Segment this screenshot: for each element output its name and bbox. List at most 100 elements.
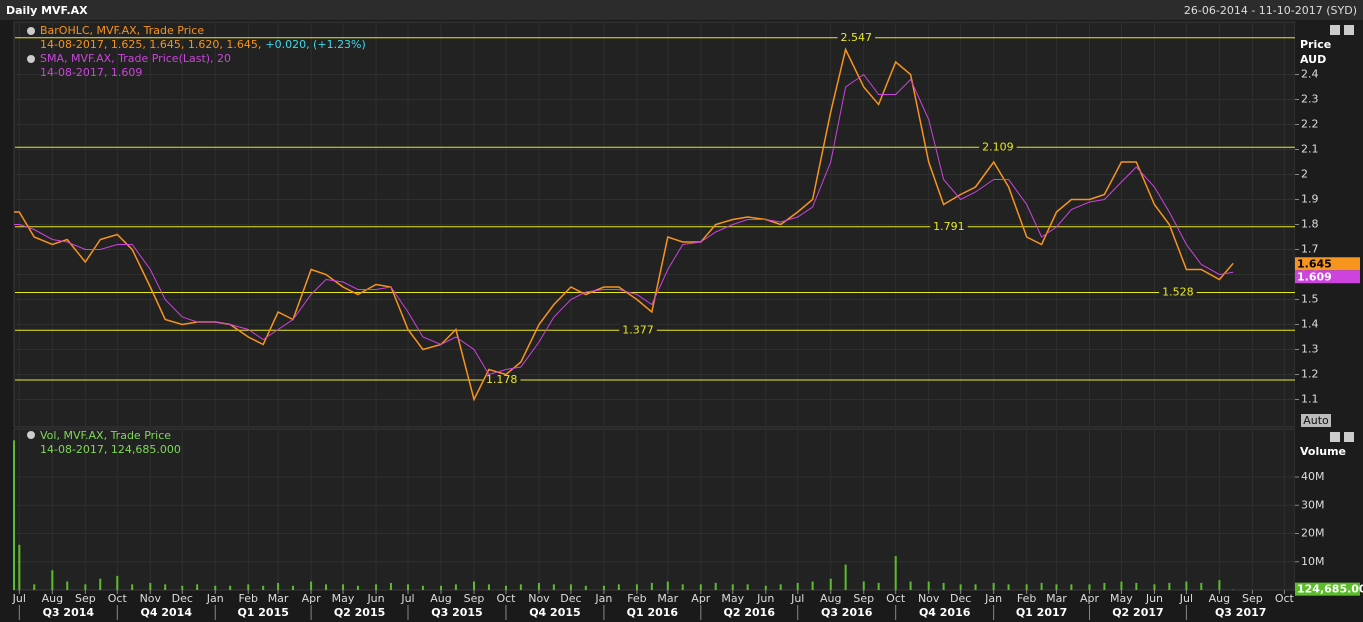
quarter-label: Q4 2015: [529, 606, 580, 619]
x-tick-label: May: [1110, 592, 1133, 605]
volume-bar: [519, 584, 522, 590]
volume-bar: [454, 584, 457, 590]
volume-bar: [877, 582, 880, 590]
x-tick-label: Jan: [594, 592, 612, 605]
volume-bar: [714, 582, 717, 590]
volume-bar: [650, 582, 653, 590]
level-label-bg: [482, 374, 521, 386]
price-line: [14, 73, 1234, 376]
quarter-label: Q3 2015: [431, 606, 482, 619]
x-tick-label: Jul: [12, 592, 26, 605]
y-tick-label: 1.2: [1301, 368, 1319, 381]
volume-bar: [1055, 584, 1058, 590]
volume-bar: [277, 582, 280, 590]
quarter-label: Q4 2014: [141, 606, 193, 619]
y-tick-label: 1.7: [1301, 243, 1319, 256]
volume-bar: [635, 584, 638, 590]
x-tick-label: Mar: [657, 592, 678, 605]
x-tick-label: Jul: [400, 592, 414, 605]
volume-bar: [487, 584, 490, 590]
x-tick-label: Mar: [1046, 592, 1067, 605]
level-label-bg: [979, 141, 1017, 154]
volume-bar: [229, 585, 232, 590]
close-button[interactable]: [1344, 25, 1354, 35]
restore-button[interactable]: [1330, 432, 1340, 442]
last-value-tag: [1295, 582, 1360, 596]
legend-name: SMA, MVF.AX, Trade Price(Last), 20: [40, 52, 231, 65]
x-tick-label: Sep: [75, 592, 96, 605]
volume-bar: [473, 581, 476, 590]
volume-bar: [942, 582, 945, 590]
volume-bar: [214, 585, 217, 590]
volume-bar: [1168, 582, 1171, 590]
date-range: 26-06-2014 - 11-10-2017 (SYD): [1184, 4, 1357, 17]
x-tick-label: Dec: [560, 592, 581, 605]
x-tick-label: Nov: [140, 592, 162, 605]
last-value-tag: [1295, 257, 1360, 271]
volume-bar: [909, 581, 912, 590]
level-label: 1.528: [1162, 286, 1194, 299]
volume-bar: [764, 585, 767, 590]
x-tick-label: Oct: [496, 592, 516, 605]
x-tick-label: Oct: [1275, 592, 1295, 605]
volume-bar: [51, 570, 54, 590]
volume-bar: [844, 564, 847, 590]
x-tick-label: May: [721, 592, 744, 605]
volume-bar: [1185, 581, 1188, 590]
volume-bar: [389, 582, 392, 590]
quarter-label: Q3 2017: [1215, 606, 1266, 619]
legend-icon: [27, 27, 35, 35]
x-tick-label: Mar: [268, 592, 289, 605]
x-tick-label: May: [332, 592, 355, 605]
volume-bar: [584, 585, 587, 590]
scale-button-label[interactable]: Auto: [1303, 414, 1329, 427]
volume-bar: [356, 585, 359, 590]
x-tick-label: Aug: [1209, 592, 1230, 605]
y-tick-label: 10M: [1301, 555, 1325, 568]
panel-buttons[interactable]: [1330, 25, 1354, 442]
volume-bar: [1200, 582, 1203, 590]
x-tick-label: Feb: [627, 592, 646, 605]
volume-bar: [440, 585, 442, 590]
y-tick-label: 30M: [1301, 498, 1325, 511]
y-tick-label: 2.1: [1301, 143, 1319, 156]
legend-readout: 14-08-2017, 1.609: [40, 66, 142, 79]
scale-button[interactable]: [1301, 414, 1331, 427]
y-tick-label: 2.3: [1301, 93, 1319, 106]
x-tick-label: Feb: [239, 592, 258, 605]
volume-bar: [1218, 580, 1221, 590]
level-label: 1.377: [622, 323, 654, 336]
legend-name: Vol, MVF.AX, Trade Price: [40, 429, 171, 442]
legend-icon: [27, 55, 35, 63]
volume-bar: [181, 585, 184, 590]
volume-bar: [18, 544, 21, 590]
volume-bar: [504, 585, 507, 590]
volume-bar: [324, 584, 327, 590]
volume-bar: [974, 584, 977, 590]
volume-bar: [421, 585, 424, 590]
volume-bar: [1007, 584, 1010, 590]
last-value-tag: [1295, 270, 1360, 284]
y-axis-label: Price: [1300, 38, 1331, 51]
x-tick-label: Aug: [42, 592, 63, 605]
x-tick-label: Jun: [1145, 592, 1163, 605]
volume-bar: [1103, 582, 1106, 590]
volume-bar: [1025, 584, 1028, 590]
volume-bar: [927, 581, 930, 590]
volume-bar: [1135, 582, 1138, 590]
quarter-label: Q3 2014: [43, 606, 95, 619]
volume-bar: [1088, 584, 1091, 590]
volume-bar: [666, 581, 669, 590]
close-button[interactable]: [1344, 432, 1354, 442]
axis-column: [1295, 22, 1363, 590]
level-label: 1.178: [486, 373, 518, 386]
volume-bar: [66, 581, 69, 590]
volume-bar: [1040, 582, 1043, 590]
volume-bar: [959, 584, 962, 590]
volume-bar: [1153, 584, 1156, 590]
volume-bar: [796, 582, 799, 590]
restore-button[interactable]: [1330, 25, 1340, 35]
x-tick-label: Nov: [528, 592, 550, 605]
y-tick-label: 1.9: [1301, 193, 1319, 206]
volume-bar: [33, 584, 36, 590]
